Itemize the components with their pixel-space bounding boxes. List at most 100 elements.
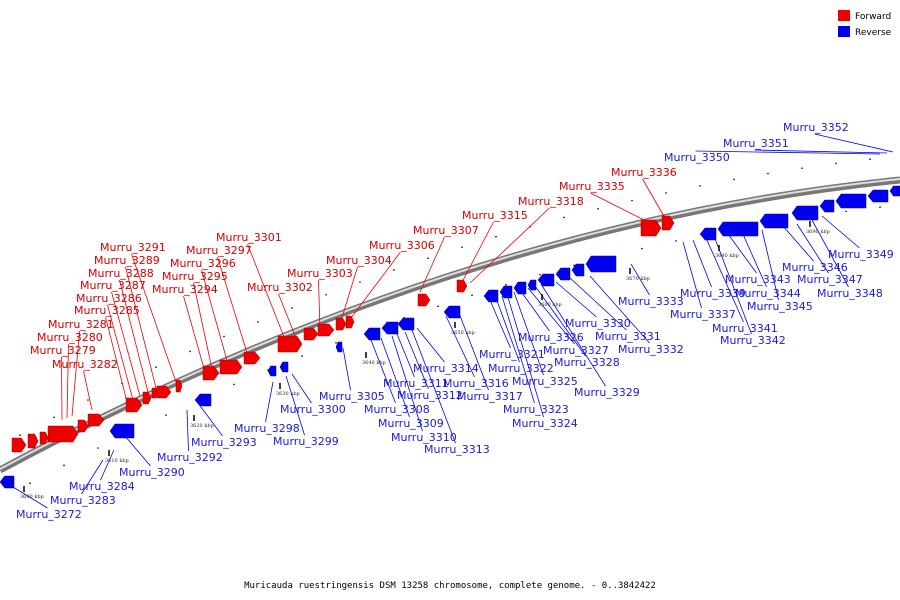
- reverse-gene-label: Murru_3332: [618, 343, 684, 356]
- gene-track: [0, 185, 900, 489]
- forward-gene-label: Murru_3302: [247, 281, 313, 294]
- position-tick-label: 3680 kbp: [715, 253, 739, 259]
- reverse-gene-block: [194, 393, 212, 407]
- reverse-leader-line: [821, 215, 860, 249]
- forward-gene-label: Murru_3279: [30, 344, 96, 357]
- reverse-leader-line: [796, 223, 829, 274]
- forward-gene-block: [219, 359, 243, 375]
- track-dot: [573, 264, 575, 267]
- forward-gene-block: [77, 419, 89, 433]
- reverse-gene-block: [397, 317, 415, 331]
- reverse-gene-label: Murru_3327: [543, 344, 609, 357]
- reverse-gene-label: Murru_3292: [157, 451, 223, 464]
- legend-reverse-swatch: [838, 26, 850, 37]
- position-tick-label: 3650 kbp: [451, 330, 475, 336]
- reverse-gene-label: Murru_3313: [424, 443, 490, 456]
- forward-gene-label: Murru_3294: [152, 283, 218, 296]
- reverse-gene-label: Murru_3308: [364, 403, 430, 416]
- forward-gene-label: Murru_3282: [52, 358, 118, 371]
- reverse-leader-line: [754, 149, 888, 154]
- forward-gene-block: [87, 413, 105, 427]
- position-tick-label: 3600 kbp: [20, 494, 44, 500]
- reverse-gene-block: [381, 321, 399, 335]
- reverse-gene-label: Murru_3290: [119, 466, 185, 479]
- position-tick-label: 3620 kbp: [190, 423, 214, 429]
- reverse-gene-label: Murru_3321: [479, 348, 545, 361]
- reverse-leader-line: [380, 337, 410, 418]
- forward-gene-block: [661, 215, 675, 231]
- forward-leader-line: [590, 192, 649, 223]
- track-dot: [427, 257, 429, 260]
- reverse-leader-line: [81, 459, 104, 495]
- track-dot: [879, 206, 881, 209]
- reverse-gene-block: [335, 341, 343, 353]
- reverse-leader-line: [186, 409, 189, 452]
- reverse-leader-line: [501, 295, 535, 404]
- reverse-leader-line: [7, 483, 48, 509]
- forward-gene-block: [175, 379, 183, 393]
- track-dot: [87, 399, 89, 401]
- reverse-leader-line: [589, 275, 650, 344]
- forward-leader-line: [183, 295, 206, 373]
- reverse-leader-line: [411, 329, 456, 444]
- reverse-leader-line: [814, 133, 894, 153]
- forward-gene-block: [303, 327, 319, 341]
- track-dot: [631, 199, 633, 202]
- reverse-gene-block: [867, 189, 889, 203]
- track-dot: [845, 210, 847, 213]
- forward-leader-line: [347, 251, 401, 323]
- track-dot: [495, 235, 497, 238]
- reverse-gene-block: [527, 279, 537, 291]
- reverse-leader-line: [727, 233, 757, 274]
- legend-forward-label: Forward: [855, 12, 891, 22]
- reverse-gene-label: Murru_3349: [828, 248, 894, 261]
- legend-forward-swatch: [838, 10, 850, 21]
- reverse-gene-label: Murru_3299: [273, 435, 339, 448]
- forward-gene-block: [335, 317, 347, 331]
- reverse-gene-label: Murru_3352: [783, 121, 849, 134]
- reverse-leader-line: [555, 281, 597, 318]
- reverse-gene-label: Murru_3310: [391, 431, 457, 444]
- forward-gene-label: Murru_3281: [48, 318, 114, 331]
- track-dot: [471, 294, 473, 296]
- reverse-leader-line: [569, 277, 627, 331]
- position-tick-label: 3640 kbp: [362, 360, 386, 366]
- forward-gene-label: Murru_3280: [37, 331, 103, 344]
- track-dot: [393, 269, 395, 271]
- reverse-leader-line: [630, 263, 650, 296]
- reverse-leader-line: [396, 333, 415, 378]
- reverse-gene-block: [555, 267, 571, 281]
- reverse-leader-line: [489, 299, 511, 349]
- track-dot: [835, 162, 837, 165]
- forward-gene-label: Murru_3301: [216, 231, 282, 244]
- forward-leader-line: [217, 256, 249, 357]
- reverse-leader-line: [445, 315, 475, 378]
- reverse-gene-label: Murru_3333: [618, 295, 684, 308]
- forward-leader-line: [61, 356, 63, 421]
- reverse-leader-line: [713, 235, 752, 335]
- reverse-gene-label: Murru_3344: [735, 287, 801, 300]
- track-dot: [257, 321, 259, 323]
- reverse-gene-block: [499, 285, 513, 299]
- track-dot: [63, 464, 65, 467]
- reverse-gene-block: [699, 227, 717, 241]
- track-dot: [767, 172, 769, 175]
- track-dot: [675, 240, 677, 242]
- reverse-gene-label: Murru_3309: [378, 417, 444, 430]
- forward-gene-block: [39, 431, 49, 445]
- track-dot: [641, 247, 643, 250]
- reverse-leader-line: [695, 150, 881, 155]
- forward-leader-line: [459, 221, 494, 287]
- track-dot: [165, 414, 167, 416]
- reverse-gene-label: Murru_3305: [319, 390, 385, 403]
- position-tick-label: 3610 kbp: [105, 458, 129, 464]
- track-dot: [335, 341, 337, 344]
- forward-leader-line: [469, 207, 550, 284]
- leader-lines: [7, 133, 894, 509]
- reverse-leader-line: [692, 239, 712, 288]
- forward-leader-line: [107, 304, 134, 401]
- reverse-gene-block: [267, 365, 277, 377]
- forward-gene-block: [417, 293, 431, 307]
- reverse-gene-label: Murru_3312: [397, 389, 463, 402]
